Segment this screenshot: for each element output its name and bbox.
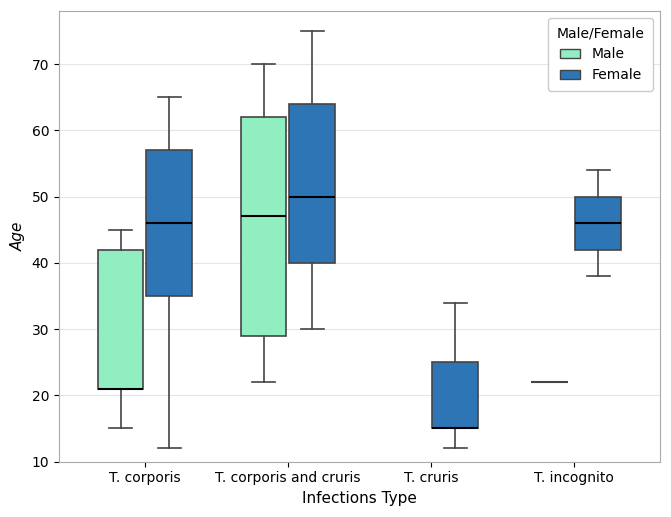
Y-axis label: Age: Age	[11, 222, 26, 251]
X-axis label: Infections Type: Infections Type	[302, 491, 417, 506]
PathPatch shape	[241, 117, 287, 336]
PathPatch shape	[432, 362, 478, 429]
Legend: Male, Female: Male, Female	[548, 18, 653, 90]
PathPatch shape	[146, 150, 192, 296]
PathPatch shape	[576, 196, 621, 250]
PathPatch shape	[289, 104, 335, 263]
PathPatch shape	[98, 250, 144, 389]
